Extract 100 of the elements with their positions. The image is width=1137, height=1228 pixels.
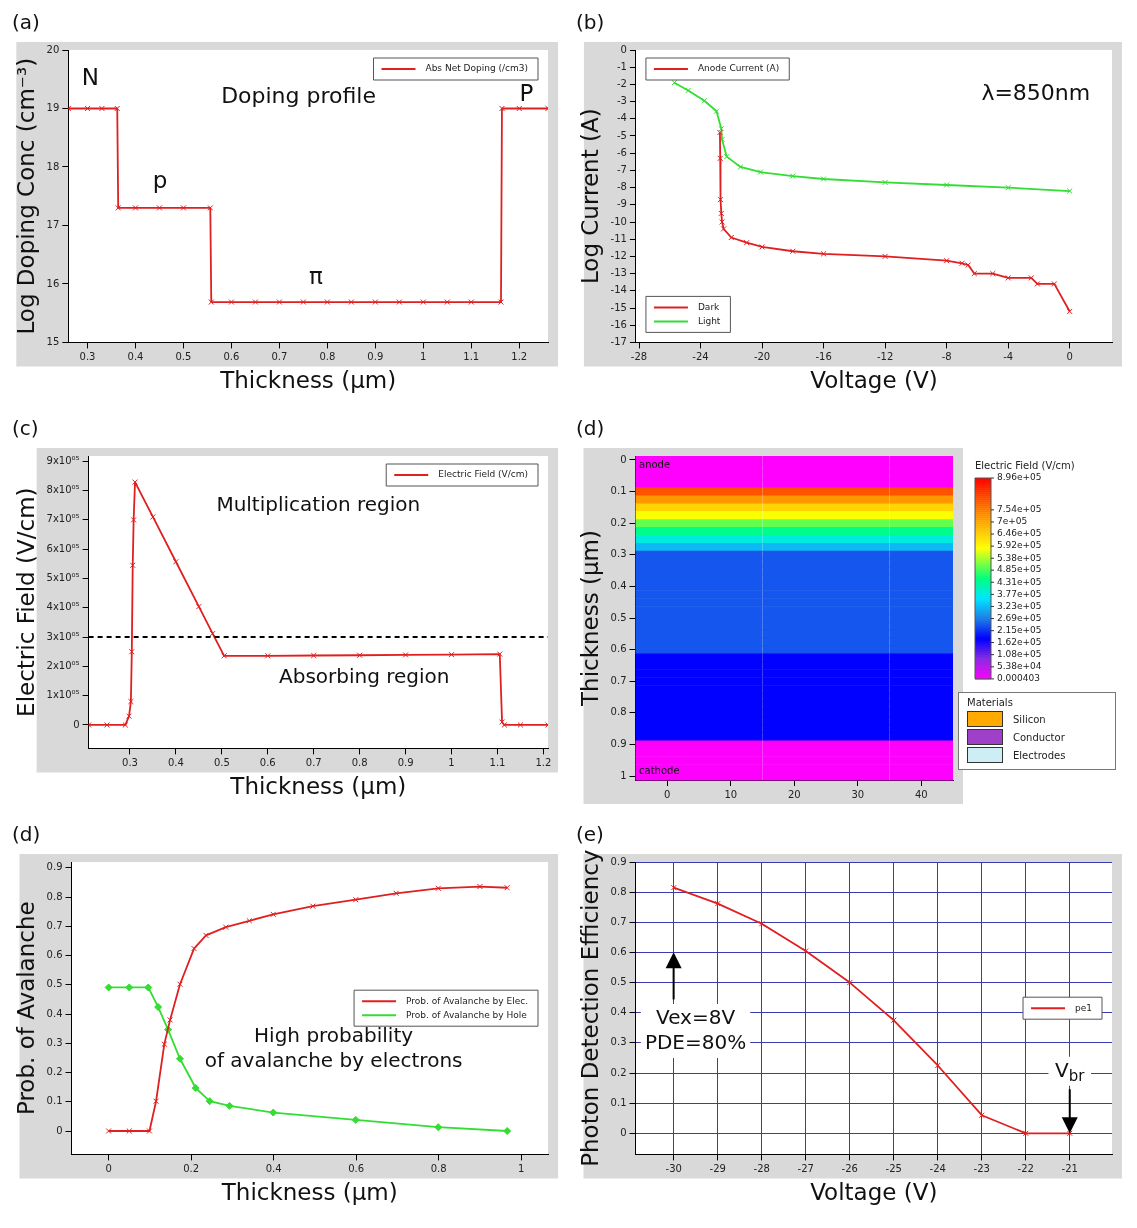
y-tick-label: 19 <box>46 102 60 114</box>
x-tick-label: 0.9 <box>367 350 384 362</box>
y-tick-label: -7 <box>616 163 627 175</box>
y-tick-label: 0 <box>620 453 627 465</box>
x-tick-label: 0.6 <box>259 756 276 768</box>
y-axis-title: Photon Detection Efficiency <box>576 849 603 1167</box>
y-tick-label: -16 <box>610 318 627 330</box>
x-tick-label: -23 <box>973 1162 990 1174</box>
x-axis-title: Thickness (µm) <box>219 367 397 394</box>
color-bar-label: 1.62e+05 <box>997 636 1042 647</box>
annotation: Multiplication region <box>216 491 421 516</box>
legend-label: Prob. of Avalanche by Elec. <box>406 995 528 1006</box>
y-tick-label: -12 <box>610 249 627 261</box>
y-tick-label: -4 <box>616 112 627 124</box>
y-axis-title: Prob. of Avalanche <box>12 901 39 1116</box>
x-tick-label: 10 <box>724 788 738 800</box>
chart-title: (d) <box>576 416 605 441</box>
y-tick-label: 0.4 <box>46 1007 63 1019</box>
x-tick-label: 0.9 <box>397 756 414 768</box>
y-tick-label: 0.2 <box>46 1066 63 1078</box>
y-tick-label: 0 <box>620 1126 627 1138</box>
legend-label: Dark <box>697 301 721 312</box>
color-bar-label: 3.23e+05 <box>997 600 1042 611</box>
legend-label: Abs Net Doping (/cm3) <box>425 63 529 74</box>
y-tick-label: 0 <box>56 1124 63 1136</box>
chart-title: (b) <box>576 10 605 35</box>
x-tick-label: -24 <box>929 1162 946 1174</box>
color-bar-label: 7e+05 <box>997 516 1028 527</box>
x-tick-label: 0.4 <box>127 350 144 362</box>
legend-label: pe1 <box>1075 1002 1093 1013</box>
legend-label: Light <box>697 315 721 326</box>
y-tick-label: 0.9 <box>46 861 63 873</box>
y-tick-label: 15 <box>46 335 60 347</box>
y-tick-label: -3 <box>616 95 627 107</box>
x-tick-label: -30 <box>665 1162 682 1174</box>
x-axis-title: Voltage (V) <box>810 367 938 394</box>
y-axis-title: Electric Field (V/cm) <box>12 487 39 717</box>
legend-title: Anode Current (A) <box>697 63 780 74</box>
annotation: π <box>308 263 323 290</box>
y-tick-label: 0.5 <box>610 976 627 988</box>
x-axis-title: Voltage (V) <box>810 1179 938 1206</box>
x-tick-label: 0.5 <box>213 756 230 768</box>
x-tick-label: -27 <box>797 1162 814 1174</box>
y-tick-label: 0.6 <box>610 946 627 958</box>
text: Doping profile <box>221 82 377 108</box>
y-tick-label: 0.4 <box>610 579 627 591</box>
y-tick-label: 2x10⁰⁵ <box>46 659 80 671</box>
x-tick-label: -24 <box>692 350 709 362</box>
y-tick-label: 0.8 <box>610 885 627 897</box>
x-tick-label: -28 <box>630 350 648 362</box>
y-tick-label: -17 <box>610 335 627 347</box>
x-tick-label: 30 <box>851 788 865 800</box>
y-axis-title: Log Doping Conc (cm⁻³) <box>12 57 39 335</box>
chart-title: (d) <box>12 822 41 847</box>
y-tick-label: -2 <box>616 77 627 89</box>
y-tick-label: 0.8 <box>46 890 63 902</box>
x-tick-label: 1.2 <box>535 756 552 768</box>
x-tick-label: 1.2 <box>511 350 528 362</box>
x-tick-label: -22 <box>1017 1162 1034 1174</box>
y-tick-label: 0.7 <box>46 919 63 931</box>
y-tick-label: 0.3 <box>610 548 627 560</box>
text: Electrodes <box>1013 749 1066 761</box>
y-tick-label: 0.9 <box>610 738 627 750</box>
legend-label: Electric Field (V/cm) <box>438 469 529 480</box>
x-tick-label: 0.3 <box>122 756 138 768</box>
color-bar-title: Electric Field (V/cm) <box>975 459 1075 471</box>
color-bar-label: 5.38e+04 <box>997 661 1042 672</box>
annotation: Absorbing region <box>279 664 450 689</box>
chart-title: (c) <box>12 416 39 441</box>
color-bar-label: 4.85e+05 <box>997 564 1042 575</box>
annotation: P <box>519 79 534 106</box>
x-tick-label: 0.4 <box>265 1162 282 1174</box>
text: Silicon <box>1013 713 1046 725</box>
y-tick-label: -1 <box>616 60 627 72</box>
color-bar-label: 0.000403 <box>997 673 1040 684</box>
y-tick-label: 0 <box>620 43 627 55</box>
y-tick-label: 7x10⁰⁵ <box>46 513 80 525</box>
text: Conductor <box>1013 731 1065 743</box>
x-tick-label: 0.8 <box>351 756 368 768</box>
legend-title: Materials <box>967 697 1014 708</box>
annotation: cathode <box>639 765 680 777</box>
y-tick-label: 6x10⁰⁵ <box>46 542 80 554</box>
y-tick-label: -10 <box>610 215 627 227</box>
y-tick-label: 0.1 <box>46 1095 63 1107</box>
y-tick-label: -6 <box>616 146 627 158</box>
annotation: p <box>152 166 168 193</box>
y-tick-label: 0.7 <box>610 915 627 927</box>
color-bar-label: 6.46e+05 <box>997 528 1042 539</box>
x-tick-label: 0.7 <box>271 350 288 362</box>
x-axis-title: Thickness (µm) <box>220 1179 398 1206</box>
color-bar-label: 5.92e+05 <box>997 540 1042 551</box>
y-tick-label: -11 <box>610 232 627 244</box>
text: λ=850nm <box>981 79 1091 105</box>
y-tick-label: -8 <box>616 181 627 193</box>
x-tick-label: 0.6 <box>223 350 240 362</box>
color-bar-label: 4.31e+05 <box>997 576 1042 587</box>
x-tick-label: 0 <box>105 1162 112 1174</box>
x-tick-label: -29 <box>709 1162 726 1174</box>
x-tick-label: -28 <box>753 1162 770 1174</box>
y-tick-label: 0.5 <box>46 978 63 990</box>
